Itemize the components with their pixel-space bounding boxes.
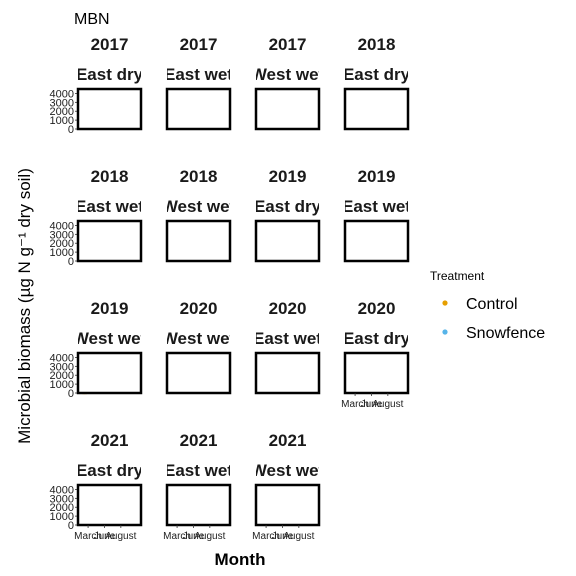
panel-year-label: 2020 bbox=[358, 299, 396, 318]
x-tick-label: August bbox=[194, 531, 225, 542]
x-tick-label: June bbox=[272, 531, 294, 542]
panel-site-label: West wet bbox=[162, 329, 236, 348]
x-tick-label: March bbox=[74, 531, 102, 542]
panel-border bbox=[254, 483, 321, 527]
x-tick-label: June bbox=[361, 399, 383, 410]
panel-border bbox=[343, 87, 410, 131]
y-tick-label: 0 bbox=[68, 256, 74, 268]
x-tick-label: June bbox=[183, 531, 205, 542]
y-tick-label: 4000 bbox=[50, 352, 74, 364]
x-tick-label: March bbox=[341, 399, 369, 410]
legend-label-snowfence: Snowfence bbox=[466, 325, 545, 342]
panel-year-label: 2020 bbox=[180, 299, 218, 318]
y-tick-label: 1000 bbox=[50, 247, 74, 259]
panel-year-label: 2019 bbox=[358, 167, 396, 186]
panel-year-label: 2018 bbox=[180, 167, 218, 186]
y-tick-label: 3000 bbox=[50, 97, 74, 109]
x-tick-label: August bbox=[283, 531, 314, 542]
x-axis-title: Month bbox=[215, 550, 266, 569]
x-tick-label: March bbox=[163, 531, 191, 542]
panel-year-label: 2021 bbox=[269, 431, 307, 450]
y-tick-label: 0 bbox=[68, 388, 74, 400]
panel-year-label: 2020 bbox=[269, 299, 307, 318]
panel-border bbox=[76, 483, 143, 527]
panel-border bbox=[343, 219, 410, 263]
panel-border bbox=[165, 87, 232, 131]
panel-border bbox=[76, 87, 143, 131]
panel-site-label: West wet bbox=[73, 329, 147, 348]
panel-border bbox=[76, 219, 143, 263]
panel-site-label: East dry bbox=[76, 461, 144, 480]
panel-border bbox=[254, 219, 321, 263]
panel-border bbox=[76, 351, 143, 395]
x-tick-label: August bbox=[105, 531, 136, 542]
panel-year-label: 2017 bbox=[180, 35, 218, 54]
panel-border bbox=[165, 483, 232, 527]
panel-border bbox=[165, 351, 232, 395]
panel-year-label: 2017 bbox=[269, 35, 307, 54]
legend: Treatment Control Snowfence bbox=[430, 269, 545, 342]
panel-border bbox=[343, 351, 410, 395]
panel-site-label: East dry bbox=[343, 329, 411, 348]
legend-label-control: Control bbox=[466, 296, 518, 313]
y-tick-label: 3000 bbox=[50, 361, 74, 373]
y-tick-label: 4000 bbox=[50, 88, 74, 100]
panel-year-label: 2017 bbox=[91, 35, 129, 54]
panel-site-label: East dry bbox=[76, 65, 144, 84]
y-tick-label: 1000 bbox=[50, 511, 74, 523]
x-tick-label: March bbox=[252, 531, 280, 542]
y-axis-title: Microbial biomass (µg N g⁻¹ dry soil) bbox=[15, 168, 34, 444]
panel-site-label: East dry bbox=[343, 65, 411, 84]
figure-tag: MBN bbox=[74, 11, 110, 28]
legend-title: Treatment bbox=[430, 269, 485, 283]
panel-year-label: 2019 bbox=[91, 299, 129, 318]
y-tick-label: 4000 bbox=[50, 220, 74, 232]
panel-year-label: 2018 bbox=[91, 167, 129, 186]
panel-site-label: East wet bbox=[75, 197, 144, 216]
x-tick-label: August bbox=[372, 399, 403, 410]
panel-year-label: 2021 bbox=[91, 431, 129, 450]
y-tick-label: 3000 bbox=[50, 493, 74, 505]
panel-site-label: West wet bbox=[162, 197, 236, 216]
panel-site-label: East wet bbox=[253, 329, 322, 348]
y-tick-label: 4000 bbox=[50, 484, 74, 496]
panel-site-label: East dry bbox=[254, 197, 322, 216]
y-tick-label: 2000 bbox=[50, 106, 74, 118]
panel-site-label: East wet bbox=[164, 65, 233, 84]
panel-year-label: 2019 bbox=[269, 167, 307, 186]
y-tick-label: 2000 bbox=[50, 238, 74, 250]
y-tick-label: 1000 bbox=[50, 379, 74, 391]
x-tick-label: June bbox=[94, 531, 116, 542]
panel-site-label: West wet bbox=[251, 461, 325, 480]
y-tick-label: 0 bbox=[68, 520, 74, 532]
panel-border bbox=[254, 351, 321, 395]
panel-site-label: East wet bbox=[342, 197, 411, 216]
panel-border bbox=[254, 87, 321, 131]
panel-site-label: East wet bbox=[164, 461, 233, 480]
y-tick-label: 3000 bbox=[50, 229, 74, 241]
y-tick-label: 2000 bbox=[50, 502, 74, 514]
panel-border bbox=[165, 219, 232, 263]
panel-year-label: 2021 bbox=[180, 431, 218, 450]
y-tick-label: 2000 bbox=[50, 370, 74, 382]
panel-year-label: 2018 bbox=[358, 35, 396, 54]
panel-site-label: West wet bbox=[251, 65, 325, 84]
y-tick-label: 0 bbox=[68, 124, 74, 136]
legend-key-control bbox=[442, 300, 448, 306]
legend-key-snowfence bbox=[442, 329, 448, 335]
y-tick-label: 1000 bbox=[50, 115, 74, 127]
